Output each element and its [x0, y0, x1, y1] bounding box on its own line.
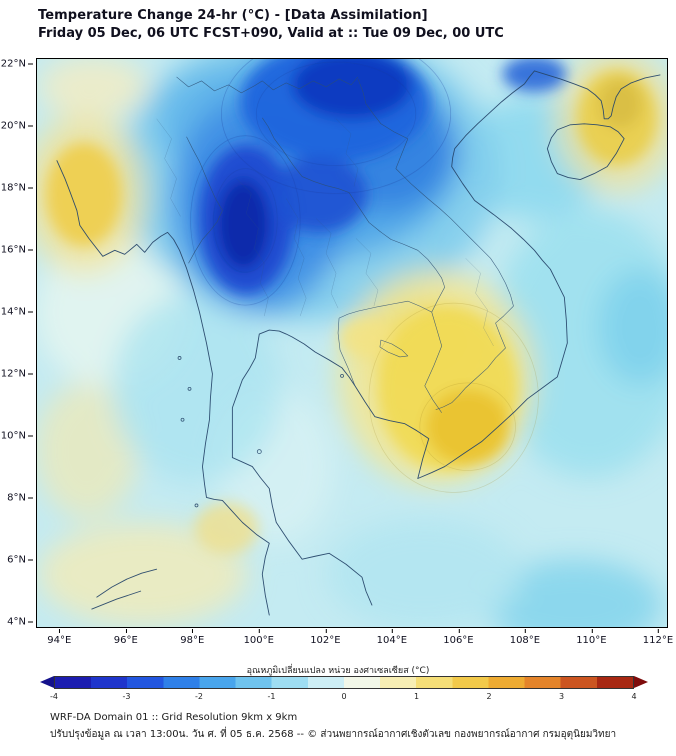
colorbar-tick-label: 3 [558, 692, 565, 701]
colorbar-tick-label: -4 [50, 692, 58, 701]
x-tick-label: 112°E [642, 629, 674, 646]
colorbar-tick-label: 4 [631, 692, 637, 701]
colorbar-tick-label: -3 [122, 692, 131, 701]
x-tick-label: 108°E [509, 629, 541, 646]
header: Temperature Change 24-hr (°C) - [Data As… [38, 8, 504, 41]
islands [177, 356, 344, 508]
y-tick-label: 6°N [7, 554, 33, 566]
x-tick-label: 98°E [180, 629, 205, 646]
y-tick-label: 22°N [0, 58, 34, 70]
temperature-field-cores [45, 59, 658, 555]
y-axis: 22°N 20°N 18°N 16°N 14°N 12°N 10°N 8°N 6… [0, 58, 34, 628]
temperature-field-svg [37, 59, 667, 627]
colorbar-tick-label: -1 [267, 692, 276, 701]
colorbar-tick-label: 2 [486, 692, 492, 701]
footer-update-info: ปรับปรุงข้อมูล ณ เวลา 13:00น. วัน ศ. ที่… [50, 729, 617, 740]
colorbar-tick-label: 1 [413, 692, 420, 701]
x-axis: 94°E 96°E 98°E 100°E 102°E 104°E 106°E 1… [36, 629, 673, 648]
colorbar-tick-label: 0 [341, 692, 347, 701]
y-tick-label: 10°N [0, 430, 34, 442]
map-plot [36, 58, 668, 628]
colorbar-min-arrow [40, 676, 54, 688]
x-tick-label: 100°E [243, 629, 274, 646]
colorbar-max-arrow [634, 676, 648, 688]
colorbar-ticks: -4 -3 -2 -1 0 1 2 3 4 [50, 692, 637, 702]
colorbar-tick-label: -2 [195, 692, 203, 701]
x-tick-label: 94°E [47, 629, 72, 646]
y-tick-label: 4°N [7, 616, 33, 628]
map-figure: 22°N 20°N 18°N 16°N 14°N 12°N 10°N 8°N 6… [0, 58, 676, 658]
contour-lines [190, 59, 539, 493]
page-subtitle: Friday 05 Dec, 06 UTC FCST+090, Valid at… [38, 26, 504, 41]
y-tick-label: 14°N [0, 306, 34, 318]
y-tick-label: 8°N [7, 492, 33, 504]
footer: WRF-DA Domain 01 :: Grid Resolution 9km … [50, 712, 616, 742]
page-title: Temperature Change 24-hr (°C) - [Data As… [38, 8, 428, 23]
province-borders [156, 118, 494, 347]
y-tick-label: 18°N [0, 182, 34, 194]
x-tick-label: 104°E [376, 629, 408, 646]
colorbar-gradient [54, 676, 634, 689]
x-tick-label: 96°E [113, 629, 138, 646]
coastlines [56, 70, 661, 616]
x-tick-label: 110°E [576, 629, 607, 646]
x-tick-label: 102°E [310, 629, 341, 646]
y-tick-label: 20°N [0, 120, 34, 132]
x-tick-label: 106°E [443, 629, 474, 646]
y-tick-label: 12°N [0, 368, 34, 380]
y-tick-label: 16°N [0, 244, 34, 256]
colorbar-title: อุณหภูมิเปลี่ยนแปลง หน่วย องศาเซลเซียส (… [246, 666, 430, 676]
colorbar [40, 676, 648, 689]
country-borders [176, 76, 514, 413]
footer-domain-info: WRF-DA Domain 01 :: Grid Resolution 9km … [50, 712, 298, 723]
